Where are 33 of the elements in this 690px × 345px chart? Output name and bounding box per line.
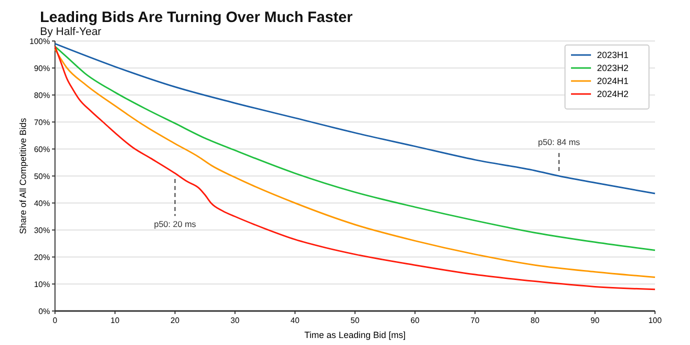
x-axis-title: Time as Leading Bid [ms] — [304, 330, 406, 340]
y-tick-label: 60% — [34, 144, 50, 154]
x-tick-label: 40 — [290, 316, 300, 325]
y-tick-label: 100% — [30, 36, 50, 46]
legend-label: 2024H2 — [597, 89, 629, 100]
x-tick-label: 50 — [350, 316, 360, 325]
x-tick-label: 70 — [470, 316, 480, 325]
y-tick-label: 70% — [34, 118, 50, 127]
y-tick-label: 50% — [34, 172, 50, 181]
legend-label: 2023H2 — [597, 63, 629, 74]
x-tick-label: 90 — [590, 316, 600, 325]
x-tick-label: 30 — [230, 316, 240, 325]
chart-subtitle: By Half-Year — [40, 26, 102, 38]
x-tick-label: 60 — [410, 316, 420, 325]
line-series — [54, 42, 656, 194]
y-tick-label: 10% — [34, 280, 50, 289]
x-tick-label: 80 — [530, 316, 540, 325]
x-tick-label: 10 — [110, 316, 120, 325]
chart-title: Leading Bids Are Turning Over Much Faster — [40, 9, 353, 26]
y-tick-label: 0% — [38, 306, 50, 316]
legend-label: 2024H1 — [597, 76, 629, 86]
y-axis-title: Share of All Competitive Bids — [18, 117, 28, 234]
annotation: p50: 84 ms — [538, 137, 580, 147]
y-tick-label: 20% — [34, 252, 50, 262]
x-tick-label: 20 — [170, 316, 180, 325]
annotation: p50: 20 ms — [154, 219, 196, 229]
legend-label: 2023H1 — [597, 50, 629, 60]
x-tick-label: 0 — [52, 316, 58, 325]
y-tick-label: 30% — [34, 226, 50, 235]
y-tick-label: 40% — [34, 198, 50, 208]
y-tick-label: 90% — [34, 64, 50, 73]
x-tick-label: 100 — [648, 316, 662, 325]
y-tick-label: 80% — [34, 90, 50, 100]
